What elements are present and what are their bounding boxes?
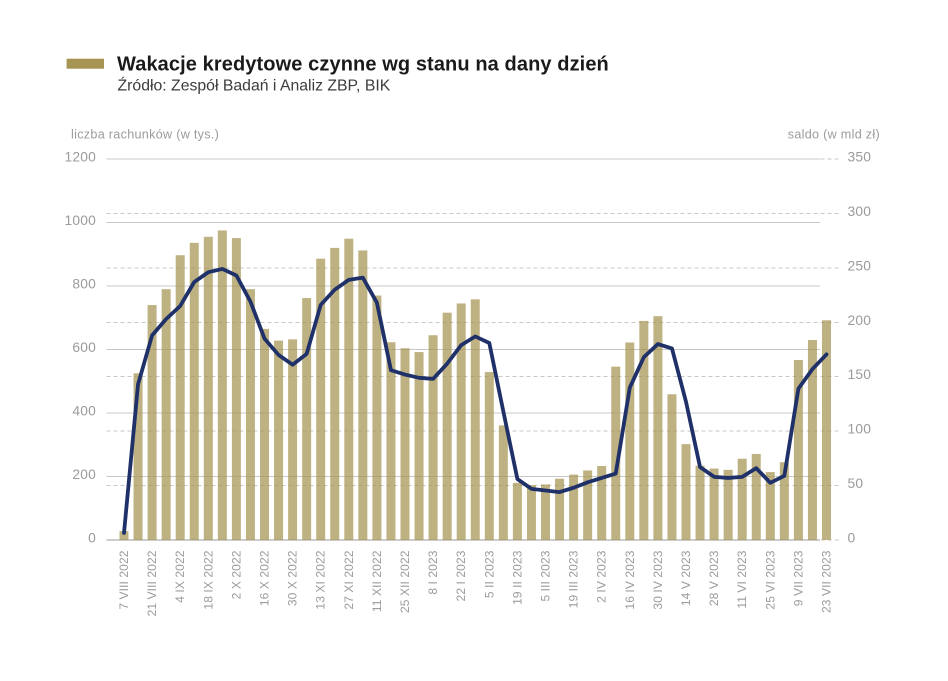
svg-text:13 XI 2022: 13 XI 2022: [314, 550, 328, 609]
svg-text:saldo (w mld zł): saldo (w mld zł): [788, 127, 880, 141]
svg-text:30 IV 2023: 30 IV 2023: [651, 550, 665, 609]
svg-text:150: 150: [848, 367, 872, 382]
svg-text:11 XII 2022: 11 XII 2022: [370, 550, 384, 612]
svg-text:0: 0: [848, 531, 856, 546]
svg-text:Źródło: Zespół Badań i Analiz: Źródło: Zespół Badań i Analiz ZBP, BIK: [118, 76, 391, 95]
svg-text:16 IV 2023: 16 IV 2023: [623, 550, 637, 609]
svg-text:22 I 2023: 22 I 2023: [454, 550, 468, 601]
svg-text:1000: 1000: [65, 213, 97, 228]
svg-text:50: 50: [848, 476, 864, 491]
svg-text:250: 250: [848, 258, 872, 273]
svg-text:28 V 2023: 28 V 2023: [707, 550, 721, 606]
svg-text:100: 100: [848, 422, 872, 437]
svg-text:19 III 2023: 19 III 2023: [567, 550, 581, 608]
svg-text:16 X 2022: 16 X 2022: [258, 550, 272, 606]
svg-text:5 II 2023: 5 II 2023: [482, 550, 496, 598]
svg-text:350: 350: [848, 150, 872, 165]
svg-text:1200: 1200: [65, 150, 97, 165]
svg-text:800: 800: [72, 277, 96, 292]
svg-text:23 VII 2023: 23 VII 2023: [820, 550, 834, 613]
svg-text:25 VI 2023: 25 VI 2023: [763, 550, 777, 609]
svg-text:7 VIII 2022: 7 VIII 2022: [117, 550, 131, 609]
svg-text:2 IV 2023: 2 IV 2023: [595, 550, 609, 603]
svg-text:19 II 2023: 19 II 2023: [510, 550, 524, 605]
svg-text:400: 400: [72, 404, 96, 419]
svg-text:200: 200: [72, 467, 96, 482]
svg-text:200: 200: [848, 313, 872, 328]
svg-text:300: 300: [848, 204, 872, 219]
svg-text:18 IX 2022: 18 IX 2022: [201, 550, 215, 609]
svg-text:2 X 2022: 2 X 2022: [229, 550, 243, 599]
svg-text:27 XI 2022: 27 XI 2022: [342, 550, 356, 609]
svg-text:21 VIII 2022: 21 VIII 2022: [145, 550, 159, 616]
svg-text:30 X 2022: 30 X 2022: [286, 550, 300, 606]
svg-text:0: 0: [88, 531, 96, 546]
svg-text:Wakacje kredytowe czynne wg st: Wakacje kredytowe czynne wg stanu na dan…: [117, 54, 609, 76]
svg-text:4 IX 2022: 4 IX 2022: [173, 550, 187, 603]
svg-text:9 VII 2023: 9 VII 2023: [791, 550, 805, 606]
svg-text:14 V 2023: 14 V 2023: [679, 550, 693, 606]
svg-text:8 I 2023: 8 I 2023: [426, 550, 440, 594]
svg-text:5 III 2023: 5 III 2023: [539, 550, 553, 601]
svg-text:600: 600: [72, 340, 96, 355]
svg-text:11 VI 2023: 11 VI 2023: [735, 550, 749, 608]
svg-text:liczba rachunków (w tys.): liczba rachunków (w tys.): [71, 127, 219, 141]
svg-text:25 XII 2022: 25 XII 2022: [398, 550, 412, 613]
